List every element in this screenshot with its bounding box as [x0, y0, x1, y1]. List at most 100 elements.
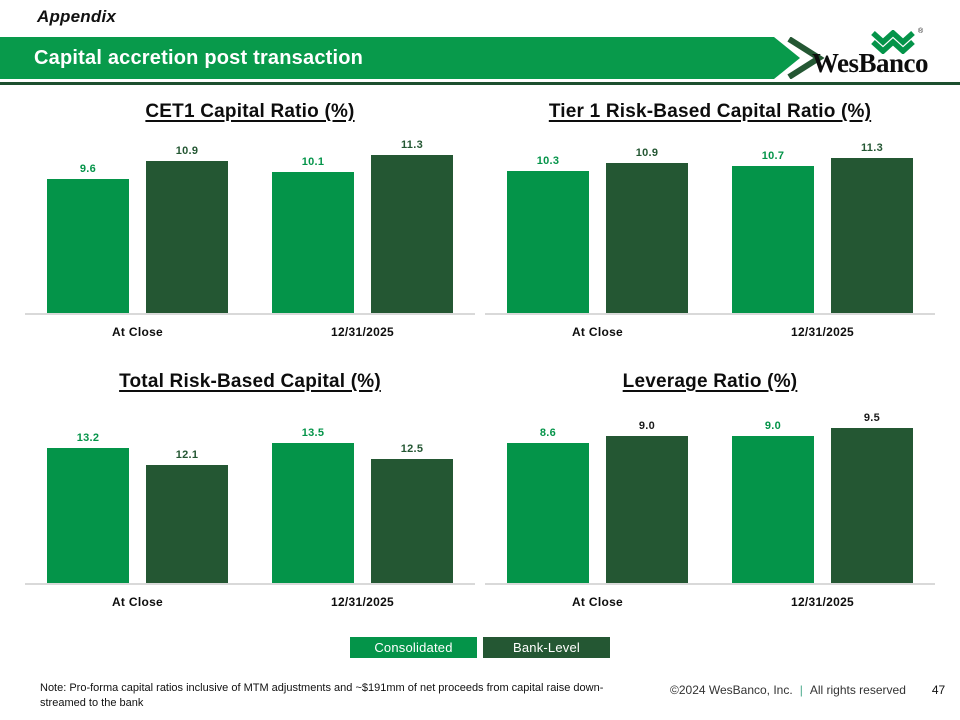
- x-axis-labels: At Close 12/31/2025: [485, 595, 935, 609]
- bar: [47, 448, 129, 583]
- x-tick-label: 12/31/2025: [790, 595, 855, 609]
- bar: [272, 172, 354, 313]
- wesbanco-logo: ® WesBanco: [812, 28, 952, 78]
- bar: [47, 179, 129, 313]
- bar-with-label: 11.3: [831, 142, 913, 313]
- chart-plot-area: 8.6 9.0 9.0 9.5: [485, 412, 935, 583]
- x-tick-label: At Close: [571, 325, 624, 339]
- bar-group: 9.0 9.5: [732, 412, 913, 583]
- bar: [507, 443, 589, 583]
- chart-plot-area: 9.6 10.9 10.1 11.3: [25, 139, 475, 313]
- bar-with-label: 13.5: [272, 427, 354, 583]
- bar-with-label: 9.0: [732, 420, 814, 583]
- bar-with-label: 12.5: [371, 443, 453, 583]
- bar-value-label: 10.1: [301, 156, 325, 168]
- x-axis-line: [485, 313, 935, 315]
- bar-value-label: 9.0: [638, 420, 656, 432]
- bar-group: 10.3 10.9: [507, 147, 688, 313]
- bar: [831, 158, 913, 313]
- bar-value-label: 9.6: [79, 163, 97, 175]
- chart-leverage-ratio: Leverage Ratio (%) 8.6 9.0 9.0 9.5 At Close…: [485, 365, 935, 615]
- x-tick-label: At Close: [111, 595, 164, 609]
- bar-with-label: 10.3: [507, 155, 589, 313]
- x-axis-line: [25, 313, 475, 315]
- bar-value-label: 10.9: [635, 147, 659, 159]
- bar-group: 10.7 11.3: [732, 142, 913, 313]
- wesbanco-wordmark: WesBanco: [812, 48, 929, 78]
- bar: [371, 155, 453, 313]
- x-axis-labels: At Close 12/31/2025: [485, 325, 935, 339]
- x-tick-label: At Close: [111, 325, 164, 339]
- chevron-right-icon: [787, 37, 825, 79]
- bar-group: 8.6 9.0: [507, 420, 688, 583]
- legend-item-consolidated: Consolidated: [350, 637, 477, 658]
- legend: Consolidated Bank-Level: [0, 637, 960, 658]
- bar: [272, 443, 354, 583]
- bar-value-label: 13.5: [301, 427, 325, 439]
- rights-text: All rights reserved: [809, 683, 906, 697]
- wesbanco-w-icon: [871, 30, 915, 54]
- header-divider-rule: [0, 82, 960, 85]
- bar-with-label: 9.5: [831, 412, 913, 583]
- bar-value-label: 12.1: [175, 449, 199, 461]
- section-eyebrow: Appendix: [37, 7, 117, 26]
- x-tick-label: At Close: [571, 595, 624, 609]
- bar-group: 9.6 10.9: [47, 145, 228, 313]
- bar-value-label: 8.6: [539, 427, 557, 439]
- bar: [606, 163, 688, 313]
- registered-trademark-mark: ®: [918, 28, 924, 35]
- chart-title: CET1 Capital Ratio (%): [145, 101, 355, 122]
- charts-grid: CET1 Capital Ratio (%) 9.6 10.9 10.1 11.3 A…: [0, 95, 960, 625]
- x-axis-line: [485, 583, 935, 585]
- bar-value-label: 13.2: [76, 432, 100, 444]
- bar-value-label: 11.3: [400, 139, 423, 151]
- bar-group: 10.1 11.3: [272, 139, 453, 313]
- copyright-text: ©2024 WesBanco, Inc.: [670, 683, 793, 697]
- bar-value-label: 10.7: [761, 150, 785, 162]
- bar-with-label: 10.9: [146, 145, 228, 313]
- banner-bar: Capital accretion post transaction: [0, 37, 800, 79]
- bar-with-label: 9.0: [606, 420, 688, 583]
- bar-with-label: 9.6: [47, 163, 129, 313]
- bar-with-label: 10.1: [272, 156, 354, 313]
- x-tick-label: 12/31/2025: [330, 595, 395, 609]
- chart-total-risk-based-capital: Total Risk-Based Capital (%) 13.2 12.1 13.…: [25, 365, 475, 615]
- bar: [371, 459, 453, 583]
- chart-tier1-risk-based-capital-ratio: Tier 1 Risk-Based Capital Ratio (%) 10.3…: [485, 95, 935, 345]
- x-axis-labels: At Close 12/31/2025: [25, 325, 475, 339]
- bar-with-label: 8.6: [507, 427, 589, 583]
- bar-value-label: 10.9: [175, 145, 199, 157]
- copyright-line: ©2024 WesBanco, Inc. | All rights reserved…: [670, 683, 945, 697]
- bar: [732, 166, 814, 313]
- bar-value-label: 9.0: [764, 420, 782, 432]
- bar-value-label: 10.3: [536, 155, 560, 167]
- bar: [507, 171, 589, 313]
- page-title: Capital accretion post transaction: [34, 46, 364, 69]
- bar: [606, 436, 688, 583]
- chart-plot-area: 13.2 12.1 13.5 12.5: [25, 418, 475, 583]
- bar-group: 13.2 12.1: [47, 432, 228, 583]
- chart-plot-area: 10.3 10.9 10.7 11.3: [485, 142, 935, 313]
- bar-with-label: 10.9: [606, 147, 688, 313]
- chart-title: Total Risk-Based Capital (%): [119, 371, 381, 392]
- x-axis-line: [25, 583, 475, 585]
- bar-with-label: 11.3: [371, 139, 453, 313]
- bar: [831, 428, 913, 583]
- bar: [732, 436, 814, 583]
- bar-with-label: 13.2: [47, 432, 129, 583]
- footnote-text: Note: Pro-forma capital ratios inclusive…: [40, 682, 604, 709]
- bar-value-label: 9.5: [863, 412, 881, 424]
- x-axis-labels: At Close 12/31/2025: [25, 595, 475, 609]
- bar-group: 13.5 12.5: [272, 427, 453, 583]
- bar-value-label: 11.3: [860, 142, 883, 154]
- x-tick-label: 12/31/2025: [330, 325, 395, 339]
- chart-cet1-capital-ratio: CET1 Capital Ratio (%) 9.6 10.9 10.1 11.3 A…: [25, 95, 475, 345]
- bar-with-label: 12.1: [146, 449, 228, 583]
- bar: [146, 465, 228, 583]
- bar: [146, 161, 228, 313]
- bar-value-label: 12.5: [400, 443, 424, 455]
- divider-pipe: |: [799, 683, 803, 697]
- x-tick-label: 12/31/2025: [790, 325, 855, 339]
- legend-item-bank-level: Bank-Level: [483, 637, 610, 658]
- chart-title: Tier 1 Risk-Based Capital Ratio (%): [548, 101, 872, 122]
